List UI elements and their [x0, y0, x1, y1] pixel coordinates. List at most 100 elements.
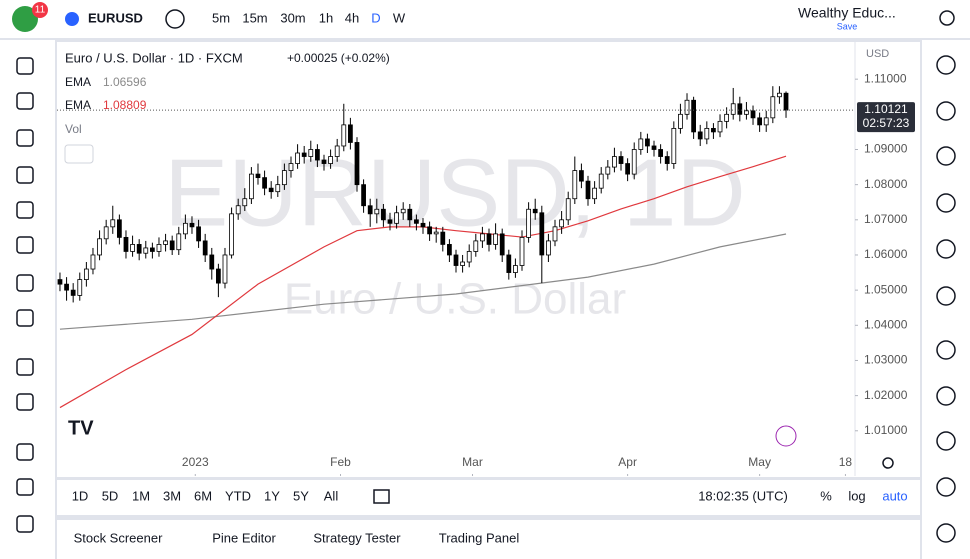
widget-icon[interactable]: [936, 286, 956, 306]
candle-body: [249, 173, 254, 200]
widget-icon[interactable]: [936, 340, 956, 360]
candle-body: [374, 208, 380, 215]
flash-icon[interactable]: [775, 425, 797, 447]
candle-body: [420, 222, 426, 228]
tool-icon[interactable]: [16, 309, 34, 327]
candle-body: [684, 99, 690, 115]
panel-tab[interactable]: Strategy Tester: [313, 530, 401, 545]
candle-body: [262, 177, 267, 189]
widget-icon[interactable]: [936, 146, 956, 166]
volume-label[interactable]: Vol: [65, 122, 82, 136]
candle-body: [750, 110, 756, 119]
save-label[interactable]: Save: [837, 21, 858, 31]
interval[interactable]: 1h: [319, 10, 333, 25]
range-button[interactable]: YTD: [225, 488, 251, 503]
candle-body: [506, 254, 512, 273]
candle-body: [209, 254, 215, 270]
candle-body: [381, 208, 386, 221]
panel-tab[interactable]: Trading Panel: [439, 530, 520, 545]
candle-body: [57, 279, 63, 285]
candle-body: [242, 198, 248, 207]
search-icon[interactable]: [939, 10, 955, 26]
candle-body: [70, 289, 76, 296]
y-tick-label: 1.02000: [864, 388, 908, 402]
candle-body: [321, 159, 327, 164]
tool-icon[interactable]: [16, 393, 34, 411]
log-toggle[interactable]: log: [848, 488, 865, 503]
range-button[interactable]: 1M: [132, 488, 150, 503]
candle-body: [123, 236, 129, 252]
x-tick-label: Feb: [330, 455, 351, 469]
range-button[interactable]: All: [324, 488, 339, 503]
candle-body: [724, 113, 730, 122]
candle-body: [400, 208, 406, 214]
candle-body: [354, 142, 360, 186]
tool-icon[interactable]: [16, 92, 34, 110]
ema-legend-name[interactable]: EMA: [65, 98, 91, 112]
candle-body: [631, 149, 637, 175]
interval[interactable]: D: [371, 10, 380, 25]
symbol[interactable]: EURUSD: [88, 10, 143, 25]
panel-tabs: [57, 520, 920, 559]
range-button[interactable]: 1Y: [264, 488, 280, 503]
candle-body: [156, 244, 162, 252]
panel-tab[interactable]: Pine Editor: [212, 530, 276, 545]
settings-icon[interactable]: [882, 457, 894, 469]
range-button[interactable]: 6M: [194, 488, 212, 503]
interval[interactable]: 4h: [345, 10, 359, 25]
candle-body: [783, 92, 789, 111]
interval[interactable]: W: [393, 10, 406, 25]
candle-body: [499, 233, 505, 256]
interval[interactable]: 15m: [242, 10, 267, 25]
plot: 1.01000 1.02000 1.03000 1.04000 1.05000 1.060…: [57, 42, 915, 476]
auto-toggle[interactable]: auto: [882, 488, 907, 503]
widget-icon[interactable]: [936, 523, 956, 543]
tool-icon[interactable]: [16, 166, 34, 184]
tool-icon[interactable]: [16, 515, 34, 533]
candle-body: [513, 265, 518, 273]
currency[interactable]: USD: [866, 48, 889, 60]
add-icon[interactable]: [165, 9, 185, 29]
tool-icon[interactable]: [16, 478, 34, 496]
ema-legend-value: 1.08809: [103, 98, 147, 112]
widget-icon[interactable]: [936, 239, 956, 259]
date-range-icon[interactable]: [373, 489, 390, 504]
avatar[interactable]: [12, 6, 38, 32]
layout-name[interactable]: Wealthy Educ...: [798, 5, 896, 21]
logo: TV: [68, 417, 94, 439]
range-button[interactable]: 5Y: [293, 488, 309, 503]
tool-icon[interactable]: [16, 358, 34, 376]
candle-body: [229, 213, 234, 256]
candle-body: [348, 124, 353, 143]
candle-body: [598, 173, 604, 189]
candle-body: [169, 240, 175, 251]
tool-icon[interactable]: [16, 236, 34, 254]
range-button[interactable]: 1D: [72, 488, 89, 503]
interval[interactable]: 30m: [280, 10, 305, 25]
candle-body: [579, 170, 584, 182]
collapse-button[interactable]: [64, 144, 94, 164]
range-button[interactable]: 3M: [163, 488, 181, 503]
tool-icon[interactable]: [16, 129, 34, 147]
panel-tab[interactable]: Stock Screener: [74, 530, 164, 545]
tool-icon[interactable]: [16, 201, 34, 219]
ema-line: [59, 233, 787, 330]
candle-body: [176, 233, 182, 251]
candle-body: [730, 103, 736, 115]
widget-icon[interactable]: [936, 431, 956, 451]
candle-body: [519, 236, 525, 266]
widget-icon[interactable]: [936, 193, 956, 213]
tool-icon[interactable]: [16, 274, 34, 292]
widget-icon[interactable]: [936, 386, 956, 406]
interval[interactable]: 5m: [212, 10, 230, 25]
percent-toggle[interactable]: %: [820, 488, 832, 503]
widget-icon[interactable]: [936, 101, 956, 121]
tool-icon[interactable]: [16, 57, 34, 75]
range-button[interactable]: 5D: [102, 488, 119, 503]
widget-icon[interactable]: [936, 477, 956, 497]
candle-body: [757, 117, 763, 126]
widget-icon[interactable]: [936, 55, 956, 75]
tool-icon[interactable]: [16, 443, 34, 461]
ema-legend-name[interactable]: EMA: [65, 75, 91, 89]
candle-body: [282, 170, 287, 186]
